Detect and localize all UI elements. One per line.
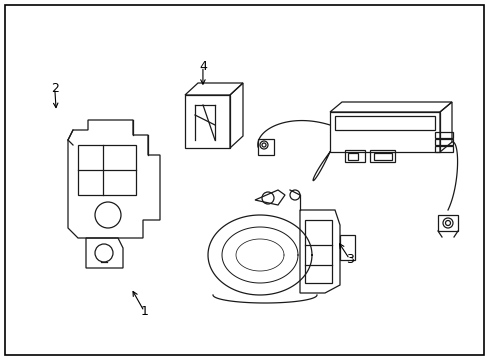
Text: 3: 3 [345, 253, 353, 266]
Text: 1: 1 [140, 305, 148, 318]
Text: 2: 2 [51, 82, 59, 95]
Text: 4: 4 [199, 60, 206, 73]
